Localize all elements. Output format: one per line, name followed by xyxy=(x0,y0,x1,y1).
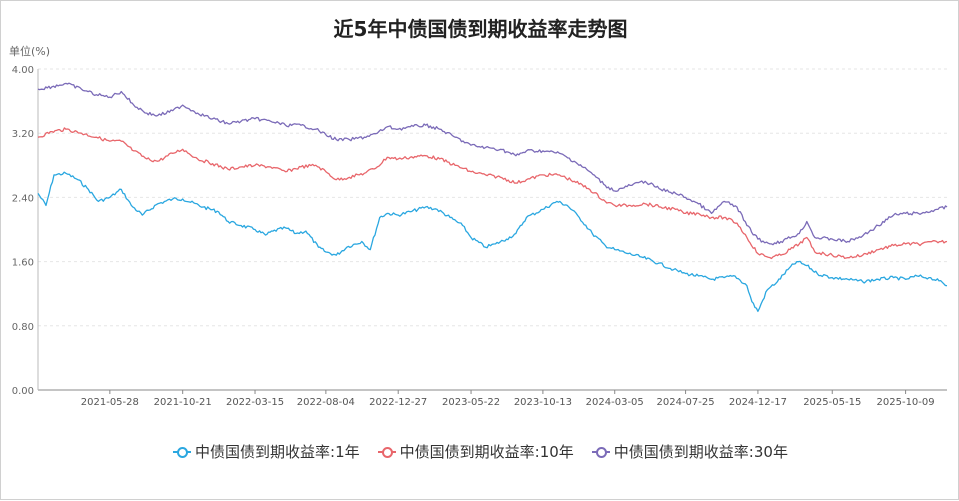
x-tick-label: 2024-07-25 xyxy=(657,397,715,408)
series-line-2 xyxy=(37,127,948,260)
y-tick-label: 0.80 xyxy=(12,322,34,333)
series-line-1 xyxy=(37,171,948,313)
series-line-3 xyxy=(37,82,948,246)
legend-marker-icon xyxy=(173,446,192,458)
x-tick-label: 2024-12-17 xyxy=(729,397,787,408)
legend-item-2[interactable]: 中债国债到期收益率:10年 xyxy=(377,441,574,462)
legend-marker-icon xyxy=(591,446,610,458)
y-tick-label: 4.00 xyxy=(12,65,34,76)
y-tick-label: 1.60 xyxy=(12,258,34,269)
x-tick-label: 2022-08-04 xyxy=(297,397,355,408)
legend-item-1[interactable]: 中债国债到期收益率:1年 xyxy=(173,441,360,462)
x-tick-label: 2025-05-15 xyxy=(803,397,861,408)
x-tick-label: 2024-03-05 xyxy=(586,397,644,408)
legend-label: 中债国债到期收益率:30年 xyxy=(613,443,788,461)
x-tick-label: 2025-10-09 xyxy=(877,397,935,408)
x-tick-label: 2021-05-28 xyxy=(81,397,139,408)
x-tick-label: 2021-10-21 xyxy=(154,397,212,408)
y-tick-label: 0.00 xyxy=(12,386,34,397)
x-tick-label: 2022-03-15 xyxy=(226,397,284,408)
y-tick-label: 3.20 xyxy=(12,129,34,140)
legend-label: 中债国债到期收益率:1年 xyxy=(195,443,360,461)
y-axis-unit-label: 单位(%) xyxy=(9,45,51,58)
legend: 中债国债到期收益率:1年 中债国债到期收益率:10年 中债国债到期收益率:30年 xyxy=(1,441,959,462)
x-tick-label: 2022-12-27 xyxy=(369,397,427,408)
legend-marker-icon xyxy=(377,446,396,458)
chart-title: 近5年中债国债到期收益率走势图 xyxy=(333,17,628,41)
legend-item-3[interactable]: 中债国债到期收益率:30年 xyxy=(591,441,788,462)
y-tick-label: 2.40 xyxy=(12,193,34,204)
legend-label: 中债国债到期收益率:10年 xyxy=(399,443,574,461)
x-tick-label: 2023-10-13 xyxy=(514,397,572,408)
x-tick-label: 2023-05-22 xyxy=(442,397,500,408)
